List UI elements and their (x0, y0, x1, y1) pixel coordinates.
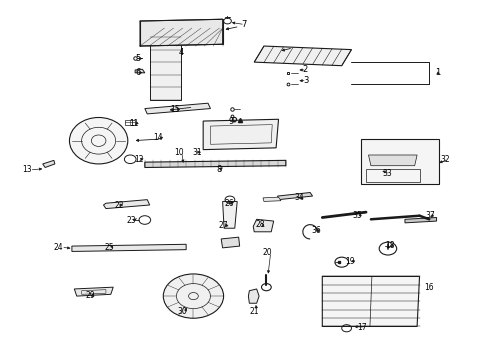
Polygon shape (254, 46, 351, 66)
Text: 31: 31 (192, 148, 201, 157)
Text: 7: 7 (241, 20, 246, 29)
Text: 16: 16 (424, 283, 433, 292)
Text: 11: 11 (128, 119, 138, 128)
Text: 27: 27 (218, 221, 228, 230)
Polygon shape (144, 160, 285, 167)
Polygon shape (368, 155, 416, 166)
Polygon shape (72, 244, 186, 251)
Polygon shape (42, 160, 55, 167)
Text: 18: 18 (385, 240, 394, 249)
Text: 25: 25 (104, 243, 114, 252)
Polygon shape (404, 217, 436, 223)
Text: 12: 12 (134, 155, 143, 164)
Polygon shape (221, 237, 239, 248)
Text: 33: 33 (381, 169, 391, 178)
Polygon shape (263, 197, 281, 202)
Text: 1: 1 (435, 68, 440, 77)
Text: 32: 32 (440, 155, 449, 164)
Text: 24: 24 (53, 243, 63, 252)
Text: 36: 36 (310, 226, 320, 235)
Polygon shape (248, 289, 259, 303)
Polygon shape (361, 139, 438, 184)
Text: 8: 8 (216, 165, 221, 174)
Polygon shape (103, 200, 149, 208)
Polygon shape (222, 202, 237, 228)
Text: 13: 13 (22, 166, 31, 175)
Polygon shape (140, 19, 222, 46)
Text: 3: 3 (302, 76, 307, 85)
Text: 5: 5 (135, 54, 140, 63)
Polygon shape (74, 287, 113, 296)
Circle shape (163, 274, 223, 318)
Text: 19: 19 (345, 257, 355, 266)
Text: 9: 9 (228, 117, 234, 126)
Text: 26: 26 (224, 199, 233, 208)
Text: 10: 10 (174, 148, 183, 157)
Polygon shape (322, 276, 419, 327)
Text: 35: 35 (352, 211, 362, 220)
Polygon shape (135, 69, 144, 73)
Text: 21: 21 (249, 307, 258, 316)
Text: 2: 2 (302, 66, 307, 75)
Text: 30: 30 (177, 307, 187, 316)
Polygon shape (253, 219, 273, 232)
Text: 22: 22 (114, 201, 123, 210)
Text: 17: 17 (357, 323, 366, 332)
Polygon shape (203, 119, 278, 150)
Polygon shape (149, 37, 181, 100)
Text: 23: 23 (126, 216, 136, 225)
Text: 37: 37 (425, 211, 434, 220)
Text: 28: 28 (255, 220, 264, 229)
Polygon shape (144, 103, 210, 114)
Text: 34: 34 (293, 193, 303, 202)
Ellipse shape (69, 117, 127, 164)
Text: 20: 20 (263, 248, 272, 257)
Text: 4: 4 (179, 48, 184, 57)
Polygon shape (277, 193, 312, 200)
Text: 15: 15 (170, 105, 180, 114)
Text: 14: 14 (153, 133, 163, 142)
Text: 6: 6 (135, 68, 140, 77)
Text: 29: 29 (85, 291, 95, 300)
